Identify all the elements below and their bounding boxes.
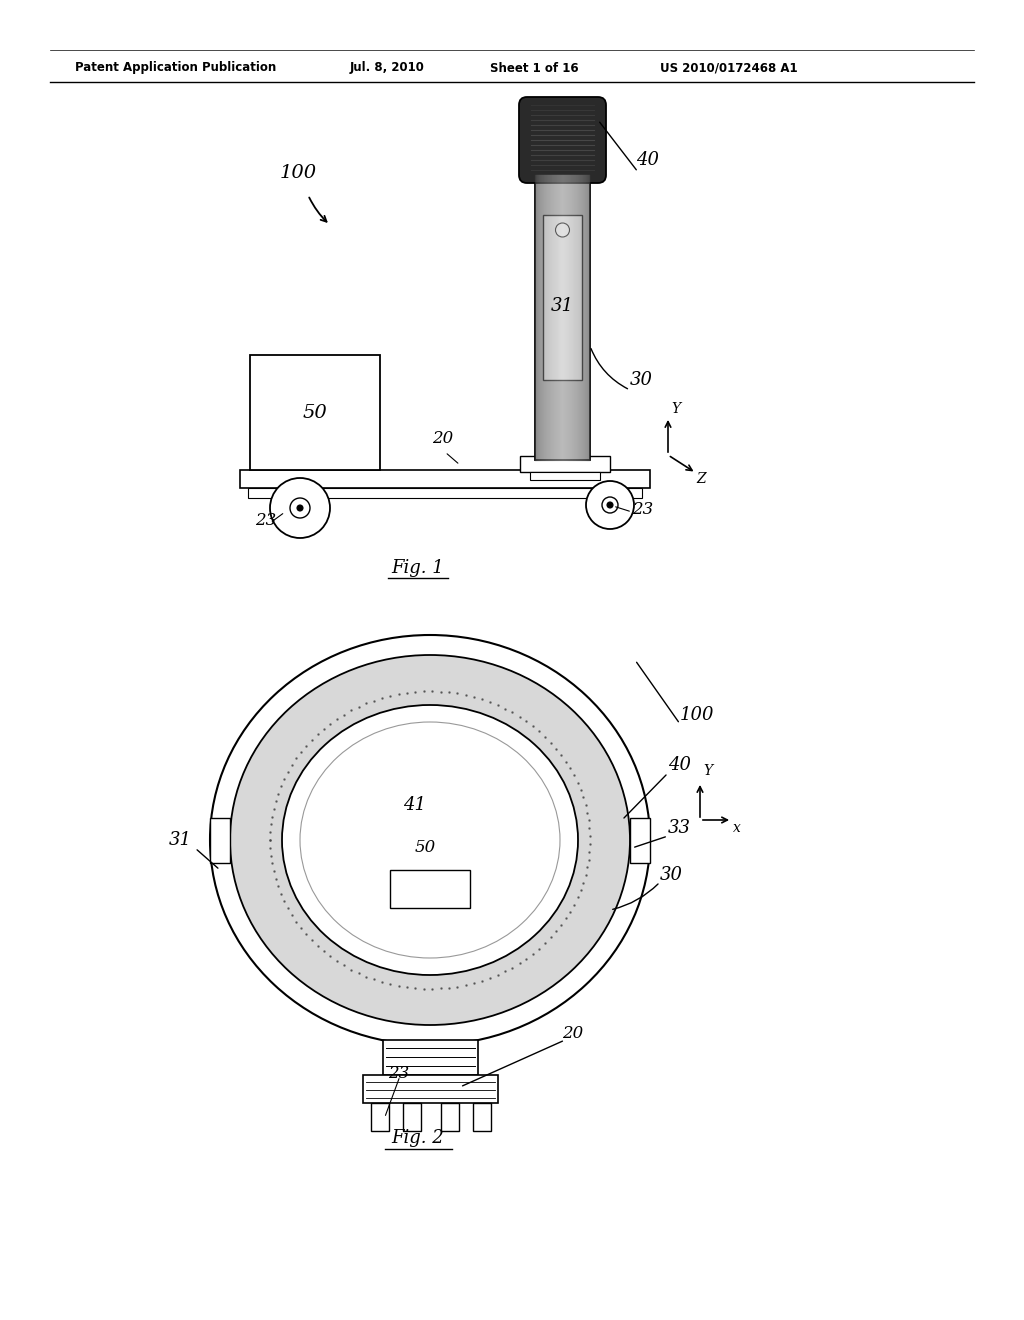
Circle shape bbox=[555, 223, 569, 238]
Bar bbox=[362, 1074, 498, 1104]
Text: Sheet 1 of 16: Sheet 1 of 16 bbox=[490, 62, 579, 74]
Circle shape bbox=[602, 498, 618, 513]
Bar bbox=[240, 470, 650, 488]
Circle shape bbox=[290, 498, 310, 517]
Text: Z: Z bbox=[696, 473, 706, 486]
Text: x: x bbox=[733, 821, 741, 836]
Circle shape bbox=[607, 502, 613, 508]
Bar bbox=[520, 455, 610, 473]
Bar bbox=[248, 488, 642, 498]
Text: Y: Y bbox=[671, 403, 680, 416]
Text: 30: 30 bbox=[630, 371, 653, 389]
Bar bbox=[440, 1104, 459, 1131]
Bar bbox=[535, 176, 590, 459]
Text: 100: 100 bbox=[680, 706, 715, 723]
Text: Y: Y bbox=[703, 764, 712, 777]
Text: 20: 20 bbox=[432, 430, 454, 447]
Circle shape bbox=[297, 506, 303, 511]
Text: 40: 40 bbox=[636, 150, 659, 169]
Text: 31: 31 bbox=[551, 297, 574, 314]
Text: Patent Application Publication: Patent Application Publication bbox=[75, 62, 276, 74]
Circle shape bbox=[586, 480, 634, 529]
Bar bbox=[630, 817, 650, 862]
Bar bbox=[250, 355, 380, 470]
Text: 23: 23 bbox=[632, 502, 653, 517]
Text: Fig. 2: Fig. 2 bbox=[391, 1129, 444, 1147]
Text: 20: 20 bbox=[562, 1026, 584, 1041]
Text: US 2010/0172468 A1: US 2010/0172468 A1 bbox=[660, 62, 798, 74]
FancyBboxPatch shape bbox=[519, 96, 606, 183]
Text: 23: 23 bbox=[255, 512, 276, 529]
Text: 31: 31 bbox=[169, 832, 193, 849]
Bar bbox=[472, 1104, 490, 1131]
Ellipse shape bbox=[210, 635, 650, 1045]
Text: 100: 100 bbox=[280, 164, 317, 182]
Text: 50: 50 bbox=[303, 404, 328, 421]
Ellipse shape bbox=[230, 655, 630, 1026]
Bar bbox=[543, 215, 582, 380]
Ellipse shape bbox=[300, 722, 560, 958]
Bar bbox=[383, 1040, 477, 1074]
Bar bbox=[371, 1104, 388, 1131]
Ellipse shape bbox=[282, 705, 578, 975]
Text: 30: 30 bbox=[660, 866, 683, 884]
Text: 23: 23 bbox=[388, 1065, 410, 1082]
Text: 41: 41 bbox=[403, 796, 427, 814]
Text: 40: 40 bbox=[668, 756, 691, 774]
Text: 33: 33 bbox=[668, 818, 691, 837]
Text: 50: 50 bbox=[415, 840, 435, 855]
Bar bbox=[390, 870, 470, 908]
Bar bbox=[402, 1104, 421, 1131]
Bar bbox=[530, 473, 600, 480]
Circle shape bbox=[270, 478, 330, 539]
Text: Jul. 8, 2010: Jul. 8, 2010 bbox=[350, 62, 425, 74]
Text: Fig. 1: Fig. 1 bbox=[391, 558, 444, 577]
Bar bbox=[210, 817, 230, 862]
